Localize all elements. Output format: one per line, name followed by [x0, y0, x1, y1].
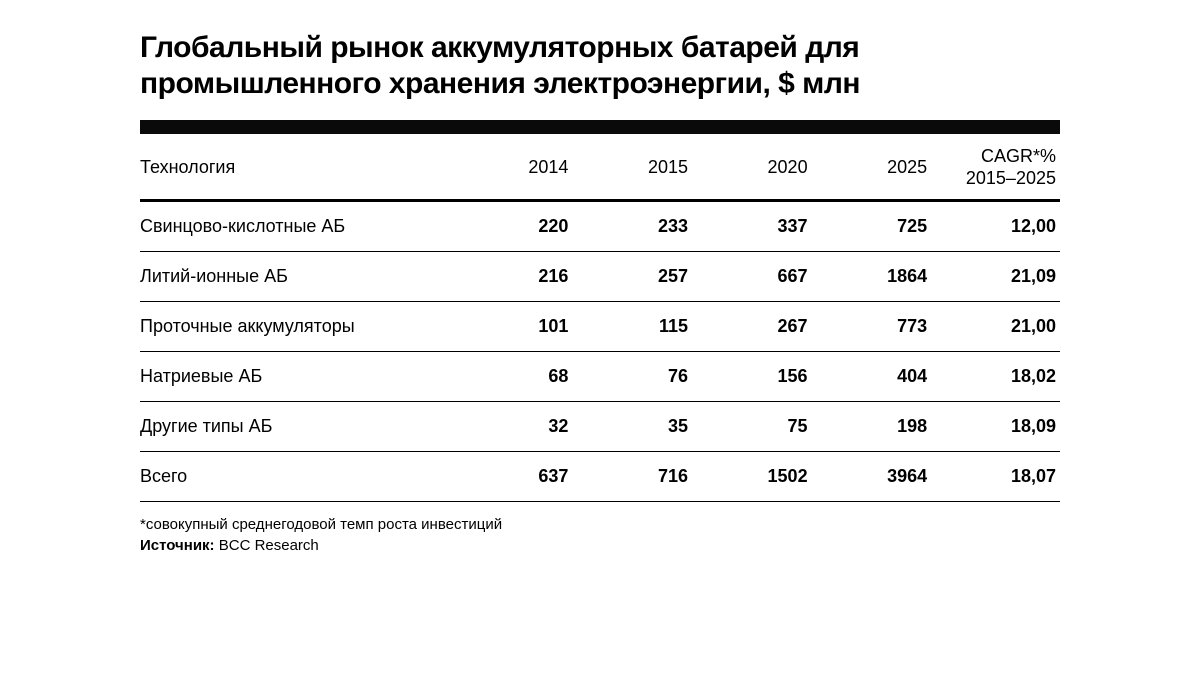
table-body: Свинцово-кислотные АБ 220 233 337 725 12…	[140, 201, 1060, 502]
source-label: Источник:	[140, 537, 215, 554]
cagr-line1: CAGR*%	[981, 146, 1056, 166]
footnote-source: Источник: BCC Research	[140, 535, 1060, 556]
source-value: BCC Research	[219, 537, 319, 554]
cell-tech: Натриевые АБ	[140, 352, 453, 402]
cell-2015: 233	[572, 201, 692, 252]
cell-cagr: 18,02	[931, 352, 1060, 402]
cell-tech: Свинцово-кислотные АБ	[140, 201, 453, 252]
table-row: Другие типы АБ 32 35 75 198 18,09	[140, 402, 1060, 452]
cell-2025: 725	[812, 201, 932, 252]
table-row: Всего 637 716 1502 3964 18,07	[140, 452, 1060, 502]
cell-cagr: 12,00	[931, 201, 1060, 252]
cell-cagr: 18,07	[931, 452, 1060, 502]
cell-2025: 198	[812, 402, 932, 452]
data-table: Технология 2014 2015 2020 2025 CAGR*% 20…	[140, 134, 1060, 502]
cell-2020: 156	[692, 352, 812, 402]
cell-2014: 637	[453, 452, 573, 502]
cagr-line2: 2015–2025	[966, 168, 1056, 188]
cell-2014: 32	[453, 402, 573, 452]
cell-2025: 404	[812, 352, 932, 402]
cell-tech: Литий-ионные АБ	[140, 252, 453, 302]
cell-2025: 3964	[812, 452, 932, 502]
cell-2020: 667	[692, 252, 812, 302]
cell-2014: 216	[453, 252, 573, 302]
col-header-tech: Технология	[140, 134, 453, 201]
cell-tech: Проточные аккумуляторы	[140, 302, 453, 352]
cell-2025: 1864	[812, 252, 932, 302]
col-header-cagr: CAGR*% 2015–2025	[931, 134, 1060, 201]
cell-2020: 75	[692, 402, 812, 452]
cell-2014: 68	[453, 352, 573, 402]
cell-2015: 115	[572, 302, 692, 352]
col-header-2025: 2025	[812, 134, 932, 201]
cell-2020: 1502	[692, 452, 812, 502]
table-row: Литий-ионные АБ 216 257 667 1864 21,09	[140, 252, 1060, 302]
cell-2014: 101	[453, 302, 573, 352]
table-top-bar	[140, 120, 1060, 134]
col-header-2020: 2020	[692, 134, 812, 201]
cell-2015: 76	[572, 352, 692, 402]
table-row: Проточные аккумуляторы 101 115 267 773 2…	[140, 302, 1060, 352]
cell-cagr: 21,09	[931, 252, 1060, 302]
cell-2020: 267	[692, 302, 812, 352]
cell-2014: 220	[453, 201, 573, 252]
cell-2015: 35	[572, 402, 692, 452]
footnote: *совокупный среднегодовой темп роста инв…	[140, 514, 1060, 556]
table-header-row: Технология 2014 2015 2020 2025 CAGR*% 20…	[140, 134, 1060, 201]
cell-tech: Всего	[140, 452, 453, 502]
col-header-2014: 2014	[453, 134, 573, 201]
footnote-note: *совокупный среднегодовой темп роста инв…	[140, 514, 1060, 535]
cell-2025: 773	[812, 302, 932, 352]
table-row: Натриевые АБ 68 76 156 404 18,02	[140, 352, 1060, 402]
cell-tech: Другие типы АБ	[140, 402, 453, 452]
cell-2020: 337	[692, 201, 812, 252]
cell-2015: 257	[572, 252, 692, 302]
table-row: Свинцово-кислотные АБ 220 233 337 725 12…	[140, 201, 1060, 252]
table-title: Глобальный рынок аккумуляторных батарей …	[140, 30, 1060, 102]
cell-cagr: 21,00	[931, 302, 1060, 352]
cell-2015: 716	[572, 452, 692, 502]
cell-cagr: 18,09	[931, 402, 1060, 452]
col-header-2015: 2015	[572, 134, 692, 201]
